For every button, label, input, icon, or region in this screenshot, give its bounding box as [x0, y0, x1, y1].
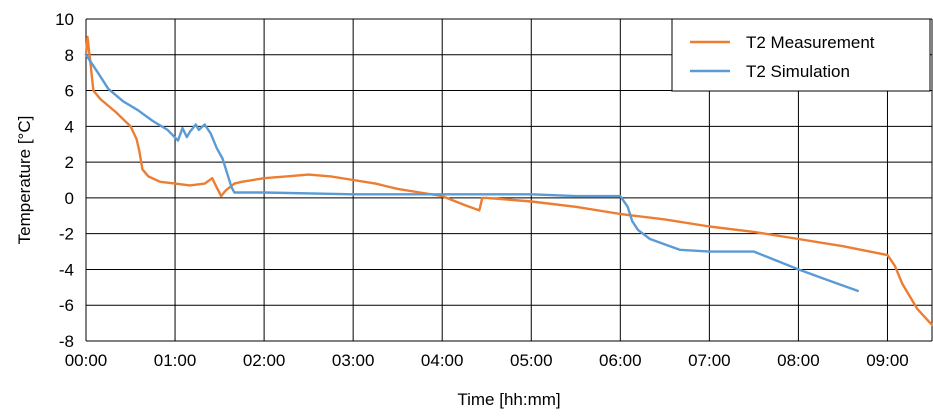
legend-label-simulation: T2 Simulation	[746, 62, 850, 81]
y-tick-label: 2	[65, 153, 74, 172]
y-tick-label: -6	[59, 296, 74, 315]
y-tick-label: 0	[65, 189, 74, 208]
x-tick-label: 03:00	[332, 351, 375, 370]
legend-label-measurement: T2 Measurement	[746, 33, 875, 52]
series-line-1	[84, 53, 859, 293]
y-tick-label: -2	[59, 225, 74, 244]
x-tick-label: 05:00	[510, 351, 553, 370]
x-tick-label: 02:00	[243, 351, 286, 370]
x-tick-label: 01:00	[154, 351, 197, 370]
legend-box	[671, 18, 931, 92]
y-axis-tick-labels: 10 8 6 4 2 0 -2 -4 -6 -8	[55, 10, 74, 351]
y-tick-label: -4	[59, 260, 74, 279]
y-axis-title: Temperature [°C]	[15, 116, 34, 245]
x-axis-title: Time [hh:mm]	[457, 390, 560, 409]
x-tick-label: 00:00	[65, 351, 108, 370]
series-layer	[84, 35, 933, 327]
x-tick-label: 07:00	[688, 351, 731, 370]
x-tick-label: 08:00	[777, 351, 820, 370]
y-tick-label: 6	[65, 82, 74, 101]
y-tick-label: 8	[65, 46, 74, 65]
x-tick-label: 09:00	[866, 351, 909, 370]
x-axis-tick-labels: 00:00 01:00 02:00 03:00 04:00 05:00 06:00 07:00…	[65, 351, 909, 370]
y-tick-label: 4	[65, 117, 74, 136]
y-tick-label: -8	[59, 332, 74, 351]
x-tick-label: 06:00	[599, 351, 642, 370]
legend: T2 Measurement T2 Simulation	[671, 18, 931, 92]
y-tick-label: 10	[55, 10, 74, 29]
series-line-0	[84, 35, 933, 327]
x-tick-label: 04:00	[421, 351, 464, 370]
